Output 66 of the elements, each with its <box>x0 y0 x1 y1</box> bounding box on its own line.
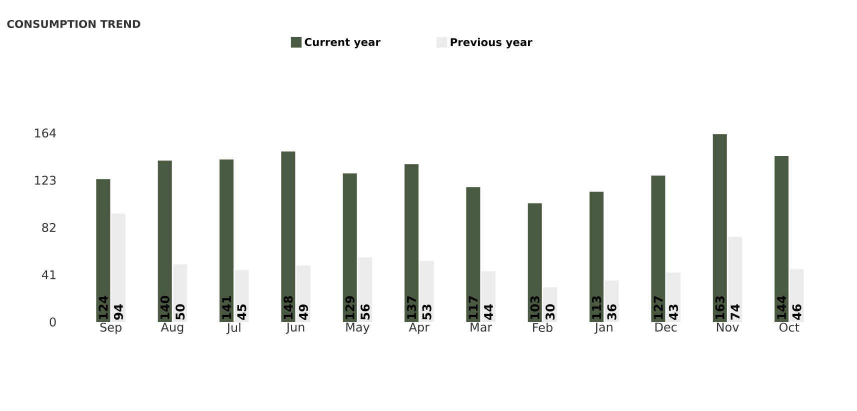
data-label: 94 <box>114 304 123 320</box>
y-tick-label: 0 <box>50 317 56 327</box>
data-label: 103 <box>530 296 540 320</box>
data-label: 56 <box>360 304 370 320</box>
bar <box>220 160 234 322</box>
data-label: 53 <box>422 304 432 320</box>
bar <box>790 268 804 322</box>
x-tick-label: Oct <box>779 322 800 332</box>
data-label: 113 <box>592 296 602 320</box>
bar <box>774 156 789 322</box>
y-tick-label: 41 <box>42 270 56 280</box>
data-label: 50 <box>176 304 185 320</box>
data-label: 124 <box>98 296 108 320</box>
bar <box>420 260 434 322</box>
data-label: 117 <box>468 296 478 320</box>
data-label: 144 <box>777 296 786 320</box>
x-tick-label: Nov <box>716 322 739 332</box>
y-tick-label: 164 <box>35 128 56 138</box>
data-label: 36 <box>607 304 616 320</box>
x-tick-label: Feb <box>533 322 552 332</box>
bar <box>728 236 742 322</box>
x-tick-label: Apr <box>408 322 430 334</box>
data-label: 163 <box>715 296 724 320</box>
data-label: 44 <box>484 304 493 320</box>
data-label: 49 <box>298 304 308 320</box>
bar <box>234 270 249 322</box>
legend-label: Previous year <box>450 38 532 48</box>
bar <box>358 257 372 322</box>
data-label: 43 <box>668 304 678 320</box>
data-label: 46 <box>792 304 802 320</box>
bar <box>651 176 666 322</box>
x-tick-label: Jul <box>226 322 240 334</box>
data-label: 140 <box>160 296 170 320</box>
data-label: 141 <box>222 296 231 320</box>
data-label: 30 <box>546 304 555 320</box>
bar <box>173 264 188 322</box>
bar <box>666 272 680 322</box>
x-tick-label: Jun <box>286 322 304 334</box>
bar <box>158 160 172 322</box>
bar <box>281 151 296 322</box>
bar <box>528 203 542 322</box>
x-tick-label: Jan <box>594 322 612 334</box>
data-label: 45 <box>237 304 246 320</box>
bar <box>712 134 727 322</box>
x-tick-label: Sep <box>100 322 122 334</box>
data-label: 148 <box>284 296 293 320</box>
y-tick-label: 123 <box>35 176 56 185</box>
bar <box>466 187 480 322</box>
bar <box>342 173 357 322</box>
bar <box>481 271 496 322</box>
data-label: 127 <box>654 296 663 320</box>
bar <box>590 192 604 322</box>
data-label: 129 <box>345 296 354 320</box>
bar <box>296 266 310 322</box>
data-label: 137 <box>407 296 416 320</box>
bar <box>96 179 110 322</box>
x-tick-label: Mar <box>470 322 492 332</box>
chart-title: CONSUMPTION TREND <box>7 20 140 28</box>
data-label: 74 <box>730 304 740 320</box>
x-tick-label: Dec <box>655 322 677 332</box>
legend-label: Current year <box>304 38 380 48</box>
bar <box>111 214 126 322</box>
y-tick-label: 82 <box>42 222 56 232</box>
bar <box>404 164 419 322</box>
x-tick-label: Aug <box>160 322 184 334</box>
x-tick-label: May <box>346 322 370 334</box>
